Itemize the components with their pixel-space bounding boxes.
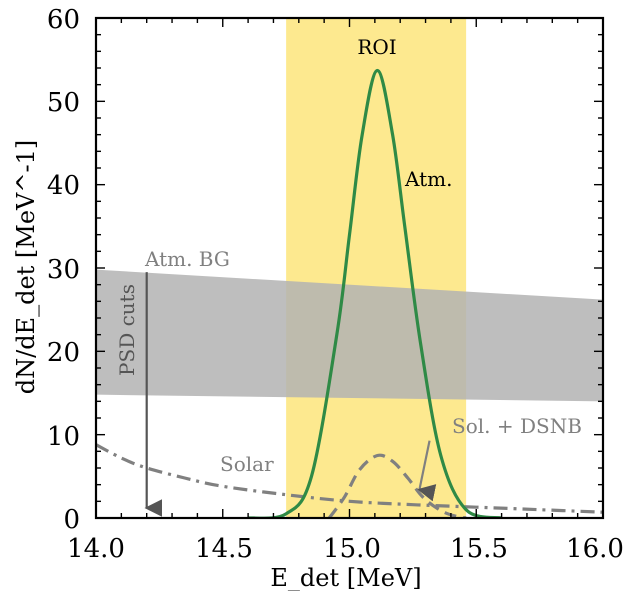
x-axis-title: E_det [MeV] <box>270 564 421 591</box>
annotation-solar: Solar <box>220 452 274 476</box>
sol-dsnb-arrow <box>417 440 437 502</box>
y-tick-label-50: 50 <box>47 88 80 118</box>
annotation-atm-bg: Atm. BG <box>144 247 230 271</box>
y-axis-title: dN/dE_det [MeV^-1] <box>12 140 40 395</box>
x-tick-label-15-0: 15.0 <box>323 534 381 564</box>
x-tick-label-15-5: 15.5 <box>450 534 508 564</box>
annotation-roi: ROI <box>357 35 396 59</box>
series-line-solar <box>96 443 603 514</box>
series-line-atm <box>247 68 502 518</box>
y-tick-label-40: 40 <box>47 171 80 201</box>
x-tick-label-16-0: 16.0 <box>566 534 624 564</box>
y-tick-label-0: 0 <box>63 505 80 535</box>
x-tick-label-14-5: 14.5 <box>195 534 253 564</box>
plot-layer <box>96 18 603 518</box>
ticks-layer <box>94 16 605 520</box>
series-line-sol-dsnb <box>327 453 467 518</box>
atm-bg-band <box>96 269 603 402</box>
annotation-sol-dsnb: Sol. + DSNB <box>452 414 582 438</box>
y-tick-label-20: 20 <box>47 338 80 368</box>
y-tick-label-10: 10 <box>47 422 80 452</box>
annotation-psd-cuts: PSD cuts <box>115 284 139 376</box>
y-tick-label-60: 60 <box>47 5 80 35</box>
y-tick-label-30: 30 <box>47 255 80 285</box>
annotation-atm: Atm. <box>404 167 452 191</box>
x-tick-label-14-0: 14.0 <box>67 534 125 564</box>
